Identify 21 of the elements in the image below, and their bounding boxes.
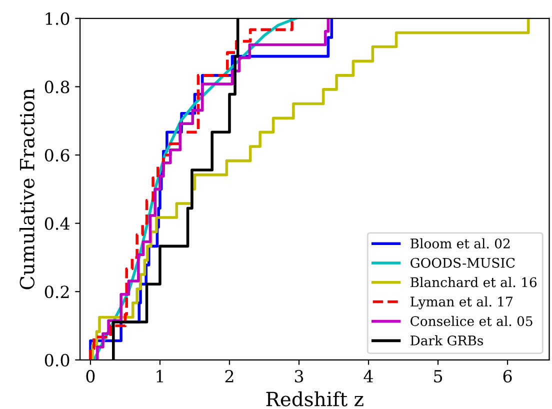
y-tick-label: 0.4 [44,217,70,230]
x-tick-label: 0 [86,370,95,383]
x-tick-label: 1 [156,370,163,382]
x-axis-title: Redshift z [266,391,364,406]
y-tick-label: 0.6 [44,148,70,162]
legend-label: Bloom et al. 02 [410,238,510,248]
legend-label: Conselice et al. 05 [410,316,532,326]
x-tick-label: 2 [225,370,234,382]
x-tick-label: 5 [434,370,442,383]
y-tick-label: 1.0 [46,12,70,25]
x-tick-label: 4 [364,370,373,382]
y-tick-label: 0.0 [44,354,70,366]
x-tick-label: 6 [503,370,512,383]
y-axis-title: Cumulative Fraction [19,88,34,290]
legend-label: Lyman et al. 17 [410,296,512,310]
legend-label: Dark GRBs [410,335,484,346]
legend-label: GOODS-MUSIC [410,258,515,268]
y-tick-label: 0.8 [44,80,70,94]
x-tick-label: 3 [294,370,304,383]
legend-label: Blanchard et al. 16 [410,276,537,288]
y-tick-label: 0.2 [44,286,69,298]
